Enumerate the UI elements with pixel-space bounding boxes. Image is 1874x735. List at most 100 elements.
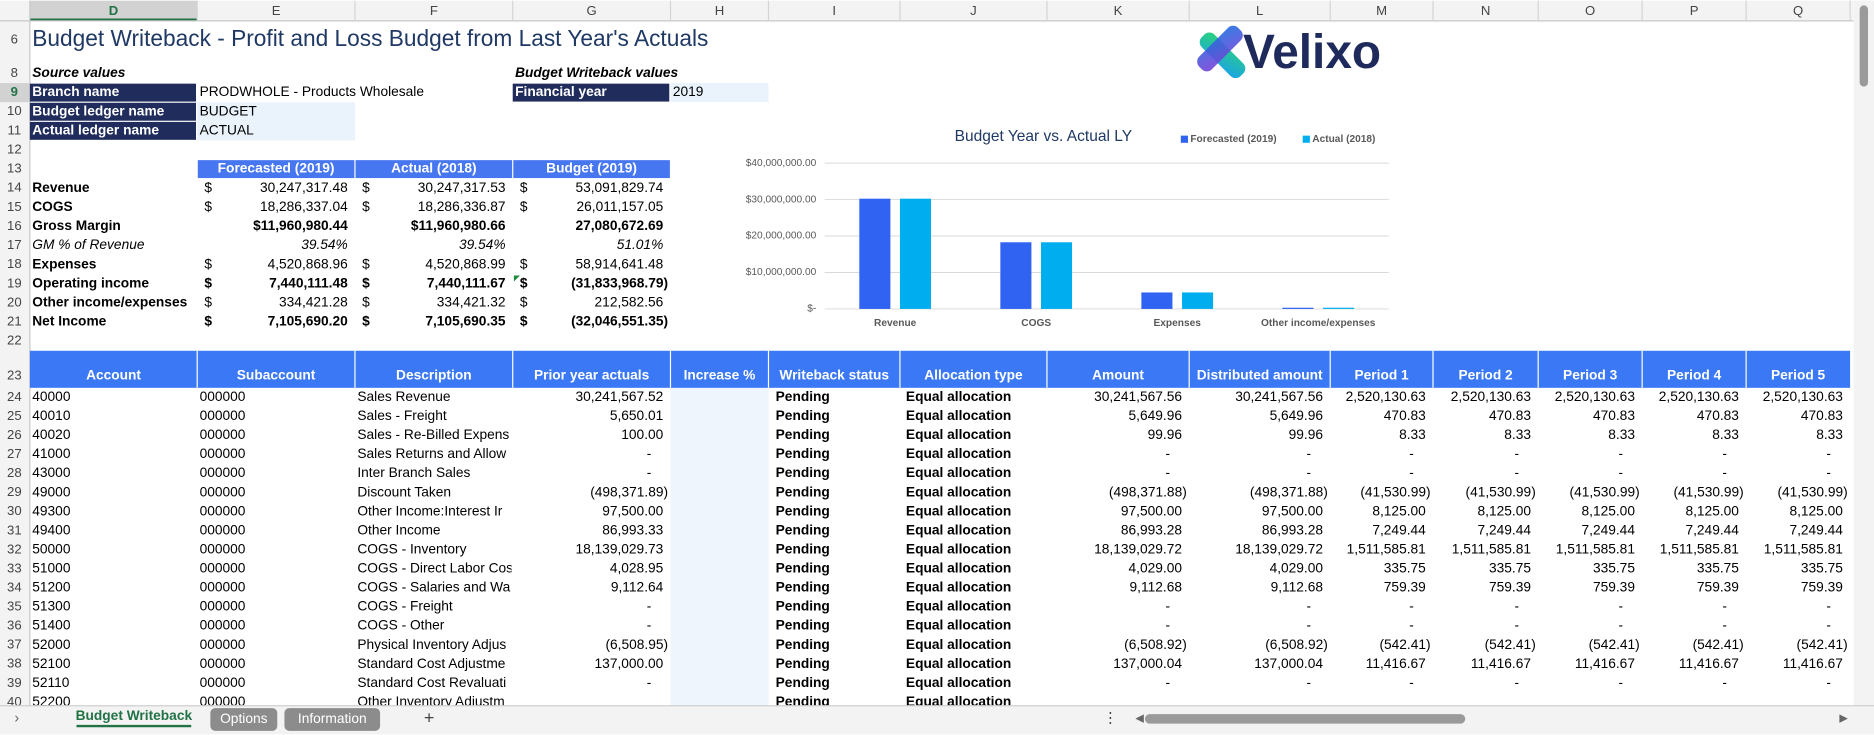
row-number[interactable]: 22 xyxy=(7,333,22,348)
column-letter[interactable]: Q xyxy=(1793,3,1803,18)
cell-period: 11,416.67 xyxy=(1679,656,1739,671)
scroll-thumb[interactable] xyxy=(1859,5,1869,87)
currency-symbol: $ xyxy=(204,314,212,329)
more[interactable]: ⋮ xyxy=(1103,711,1117,727)
row-number[interactable]: 29 xyxy=(7,484,22,499)
cell-account: 49000 xyxy=(32,484,71,499)
summary-value: $11,960,980.66 xyxy=(411,218,506,233)
column-letter[interactable]: L xyxy=(1256,3,1263,18)
summary-value: (31,833,968.79) xyxy=(571,275,668,290)
bar xyxy=(859,198,891,309)
column-letter[interactable]: G xyxy=(586,3,596,18)
row-number[interactable]: 24 xyxy=(7,389,22,404)
row-number[interactable]: 14 xyxy=(7,180,22,195)
currency-symbol: $ xyxy=(362,199,370,214)
column-letter[interactable]: F xyxy=(430,3,438,18)
cell-status: Pending xyxy=(776,561,830,576)
row-number[interactable]: 36 xyxy=(7,618,22,633)
row-number[interactable]: 9 xyxy=(11,84,18,99)
cell-period: (41,530.99) xyxy=(1466,484,1536,499)
summary-header: Actual (2018) xyxy=(391,161,476,176)
row-number[interactable]: 28 xyxy=(7,465,22,480)
row-number[interactable]: 19 xyxy=(7,275,22,290)
bar xyxy=(1040,242,1073,309)
row-number[interactable]: 30 xyxy=(7,503,22,518)
sheet-tab-label[interactable]: Budget Writeback xyxy=(76,708,193,723)
column-letter[interactable]: O xyxy=(1585,3,1595,18)
row-number[interactable]: 13 xyxy=(7,161,22,176)
cell-status: Pending xyxy=(776,637,830,652)
cell-period: 8.33 xyxy=(1608,427,1635,442)
summary-value: 7,440,111.48 xyxy=(269,275,348,290)
column-letter[interactable]: D xyxy=(109,3,118,18)
summary-value: 26,011,157.05 xyxy=(576,199,663,214)
row-number[interactable]: 34 xyxy=(7,579,22,594)
x-tick-label: Revenue xyxy=(874,318,917,329)
row-number[interactable]: 18 xyxy=(7,256,22,271)
field-label: Financial year xyxy=(515,84,607,99)
cell-period: 470.83 xyxy=(1801,408,1843,423)
cell-amount: - xyxy=(1165,465,1170,480)
row-number[interactable]: 6 xyxy=(11,31,18,46)
row-number[interactable]: 25 xyxy=(7,408,22,423)
summary-label: Expenses xyxy=(32,256,96,271)
vertical-scrollbar[interactable] xyxy=(1853,0,1874,706)
column-letter[interactable]: H xyxy=(715,3,724,18)
row-number[interactable]: 31 xyxy=(7,522,22,537)
scroll-right[interactable]: ▶ xyxy=(1839,713,1848,725)
cell-period: - xyxy=(1409,446,1414,461)
row-number[interactable]: 32 xyxy=(7,541,22,556)
row-number[interactable]: 12 xyxy=(7,141,22,156)
tab-nav[interactable]: › xyxy=(14,711,19,727)
cell-subaccount: 000000 xyxy=(200,542,246,557)
row-number[interactable]: 20 xyxy=(7,294,22,309)
row-number[interactable]: 37 xyxy=(7,637,22,652)
column-letter[interactable]: E xyxy=(272,3,281,18)
column-letter[interactable]: I xyxy=(832,3,836,18)
row-number[interactable]: 39 xyxy=(7,675,22,690)
cell-period: - xyxy=(1514,446,1519,461)
bar xyxy=(899,198,932,309)
row-number[interactable]: 8 xyxy=(11,65,18,80)
row-number[interactable]: 10 xyxy=(7,103,22,118)
add-sheet[interactable]: + xyxy=(424,708,434,728)
row-number[interactable]: 15 xyxy=(7,199,22,214)
scroll-thumb[interactable] xyxy=(1144,714,1466,724)
sheet-tab-label[interactable]: Information xyxy=(298,711,367,726)
row-number[interactable]: 33 xyxy=(7,560,22,575)
column-letter[interactable]: N xyxy=(1481,3,1490,18)
cell-period: 11,416.67 xyxy=(1783,656,1843,671)
sheet-tab[interactable] xyxy=(284,708,381,731)
cell-description: Other Income:Interest Ir xyxy=(357,503,502,518)
cell-distributed: - xyxy=(1307,465,1312,480)
row-number[interactable]: 23 xyxy=(7,367,22,382)
currency-symbol: $ xyxy=(204,180,212,195)
cell-description: Sales Returns and Allow xyxy=(357,446,506,461)
row-number[interactable]: 21 xyxy=(7,314,22,329)
row-number[interactable]: 40 xyxy=(7,694,22,709)
cell-period: - xyxy=(1826,465,1831,480)
row-number[interactable]: 38 xyxy=(7,656,22,671)
sheet-tab[interactable] xyxy=(210,708,278,731)
cell-distributed: (6,508.92) xyxy=(1265,637,1328,652)
row-number[interactable]: 11 xyxy=(8,122,22,137)
cell-period: 11,416.67 xyxy=(1575,656,1635,671)
column-letter[interactable]: P xyxy=(1690,3,1699,18)
table-header: Period 3 xyxy=(1563,367,1618,382)
cell-description: COGS - Freight xyxy=(357,599,453,614)
sheet-tab-label[interactable]: Options xyxy=(220,711,267,726)
cell-distributed: 9,112.68 xyxy=(1271,580,1324,595)
column-letter[interactable]: M xyxy=(1376,3,1387,18)
cell-period: (41,530.99) xyxy=(1570,484,1640,499)
column-letter[interactable]: K xyxy=(1114,3,1123,18)
column-letter[interactable]: J xyxy=(970,3,977,18)
row-number[interactable]: 17 xyxy=(7,237,22,252)
summary-label: Revenue xyxy=(32,180,90,195)
cell-allocation: Equal allocation xyxy=(906,618,1011,633)
cell-account: 40000 xyxy=(32,389,71,404)
row-number[interactable]: 26 xyxy=(7,427,22,442)
row-number[interactable]: 27 xyxy=(7,446,22,461)
scroll-left[interactable]: ◀ xyxy=(1135,713,1144,725)
row-number[interactable]: 35 xyxy=(7,599,22,614)
row-number[interactable]: 16 xyxy=(7,218,22,233)
